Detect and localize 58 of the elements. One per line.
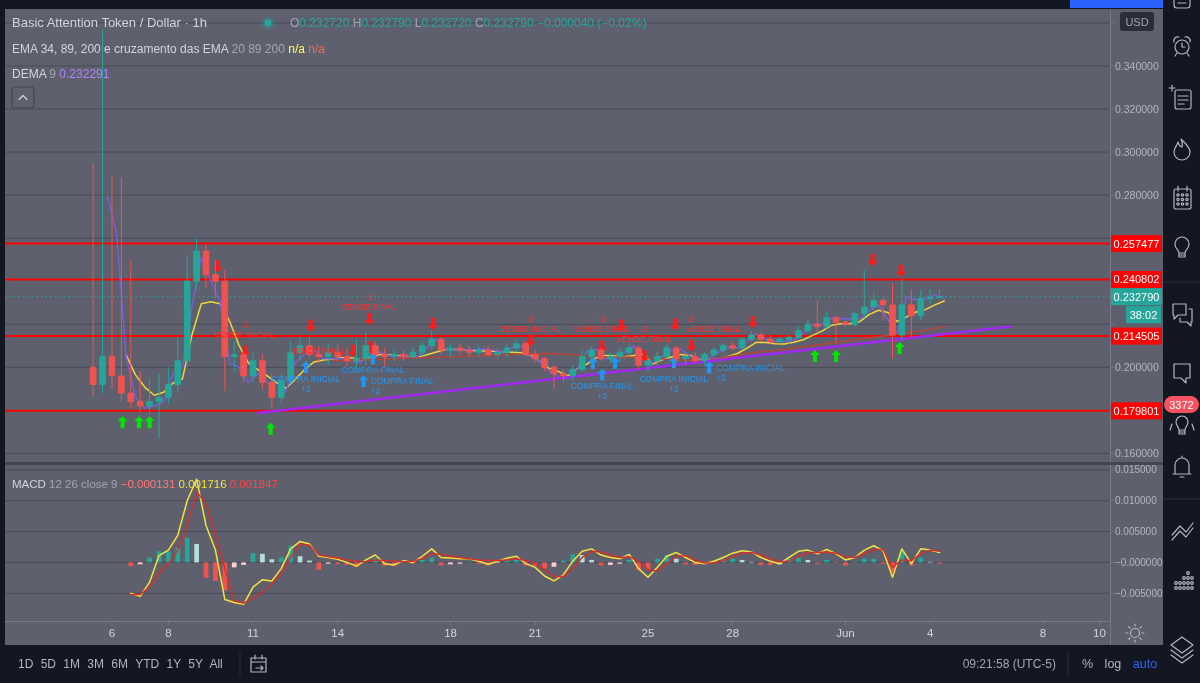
y-tick-label: −0.000000 <box>1115 556 1163 568</box>
text: EMA 34, 89, 200 e cruzamento das EMA 20 89 200 n/a n/a <box>12 42 325 56</box>
y-tick-label: 0.015000 <box>1115 464 1158 476</box>
y-tick-label: 0.010000 <box>1115 495 1158 507</box>
annotation: VENDE INICIAL <box>499 323 562 334</box>
annotation: -2 <box>365 292 374 303</box>
annotation: COMPRA FINAL <box>570 381 635 392</box>
ref-line-label: 0.240802 <box>1113 273 1160 286</box>
ref-line-label: 0.214505 <box>1113 330 1160 343</box>
y-tick-label: 0.005000 <box>1115 526 1158 538</box>
annotation: -2 <box>526 313 535 324</box>
ref-line-label: 0.232790 <box>1113 290 1160 303</box>
annotation: DEMA 9 0.232291 <box>12 67 110 81</box>
y-tick-label: 0.160000 <box>1115 447 1159 460</box>
x-tick-label: 10 <box>1093 627 1106 639</box>
y-tick-label: 0.320000 <box>1115 103 1159 116</box>
annotation: -2 <box>686 313 695 324</box>
annotation: COMPRA INICIAL <box>716 362 786 373</box>
y-tick-label: 0.200000 <box>1115 361 1159 374</box>
x-tick-label: 4 <box>926 627 934 639</box>
x-tick-label: 8 <box>1039 627 1047 639</box>
annotation: COMPRA INICIAL <box>639 374 709 385</box>
ref-line-label: 0.179801 <box>1113 404 1160 417</box>
annotation: +2 <box>669 384 679 395</box>
annotation: -2 <box>598 314 607 325</box>
x-tick-label: 25 <box>641 627 655 639</box>
annotation: +2 <box>301 384 312 395</box>
annotation: VENDE FINAL <box>341 302 398 313</box>
x-tick-label: 21 <box>528 627 542 639</box>
annotation: -1 <box>241 319 249 330</box>
y-tick-label: 0.280000 <box>1115 189 1159 202</box>
y-tick-label: 0.300000 <box>1115 146 1159 159</box>
annotation: +2 <box>370 386 381 397</box>
x-tick-label: Jun <box>836 627 855 639</box>
annotation: COMPRA FINAL <box>370 376 435 387</box>
annotation: +2 <box>716 372 727 383</box>
annotation: VENDE FINAL <box>616 333 673 344</box>
y-tick-label: −0.005000 <box>1115 587 1163 599</box>
text: 09:21:58 (UTC-5) <box>962 657 1056 671</box>
text: USD <box>1125 16 1149 28</box>
text: 3372 <box>1169 399 1194 411</box>
x-tick-label: 18 <box>444 627 457 639</box>
annotation: COMPRA FINAL <box>341 365 405 376</box>
chart-title: Basic Attention Token / Dollar · 1h <box>12 15 207 30</box>
text: 1D 5D 1M 3M 6M YTD 1Y 5Y All <box>18 657 223 671</box>
x-tick-label: 28 <box>726 627 740 639</box>
x-tick-label: 11 <box>247 627 260 639</box>
ref-line-label: 0.257477 <box>1113 237 1160 250</box>
text: 38:02 <box>1129 308 1158 321</box>
x-tick-label: 14 <box>331 627 345 639</box>
annotation: -2 <box>640 323 649 334</box>
text: O0.232720 H0.232790 L0.232720 C0.232790 −0.000040 (−0.02%) <box>290 16 647 30</box>
text: % log auto <box>1082 657 1158 671</box>
x-tick-label: 8 <box>165 627 172 639</box>
annotation: VENDE FINAL <box>686 323 743 334</box>
annotation: +2 <box>597 391 608 402</box>
x-tick-label: 6 <box>108 627 116 639</box>
y-tick-label: 0.340000 <box>1115 59 1159 72</box>
